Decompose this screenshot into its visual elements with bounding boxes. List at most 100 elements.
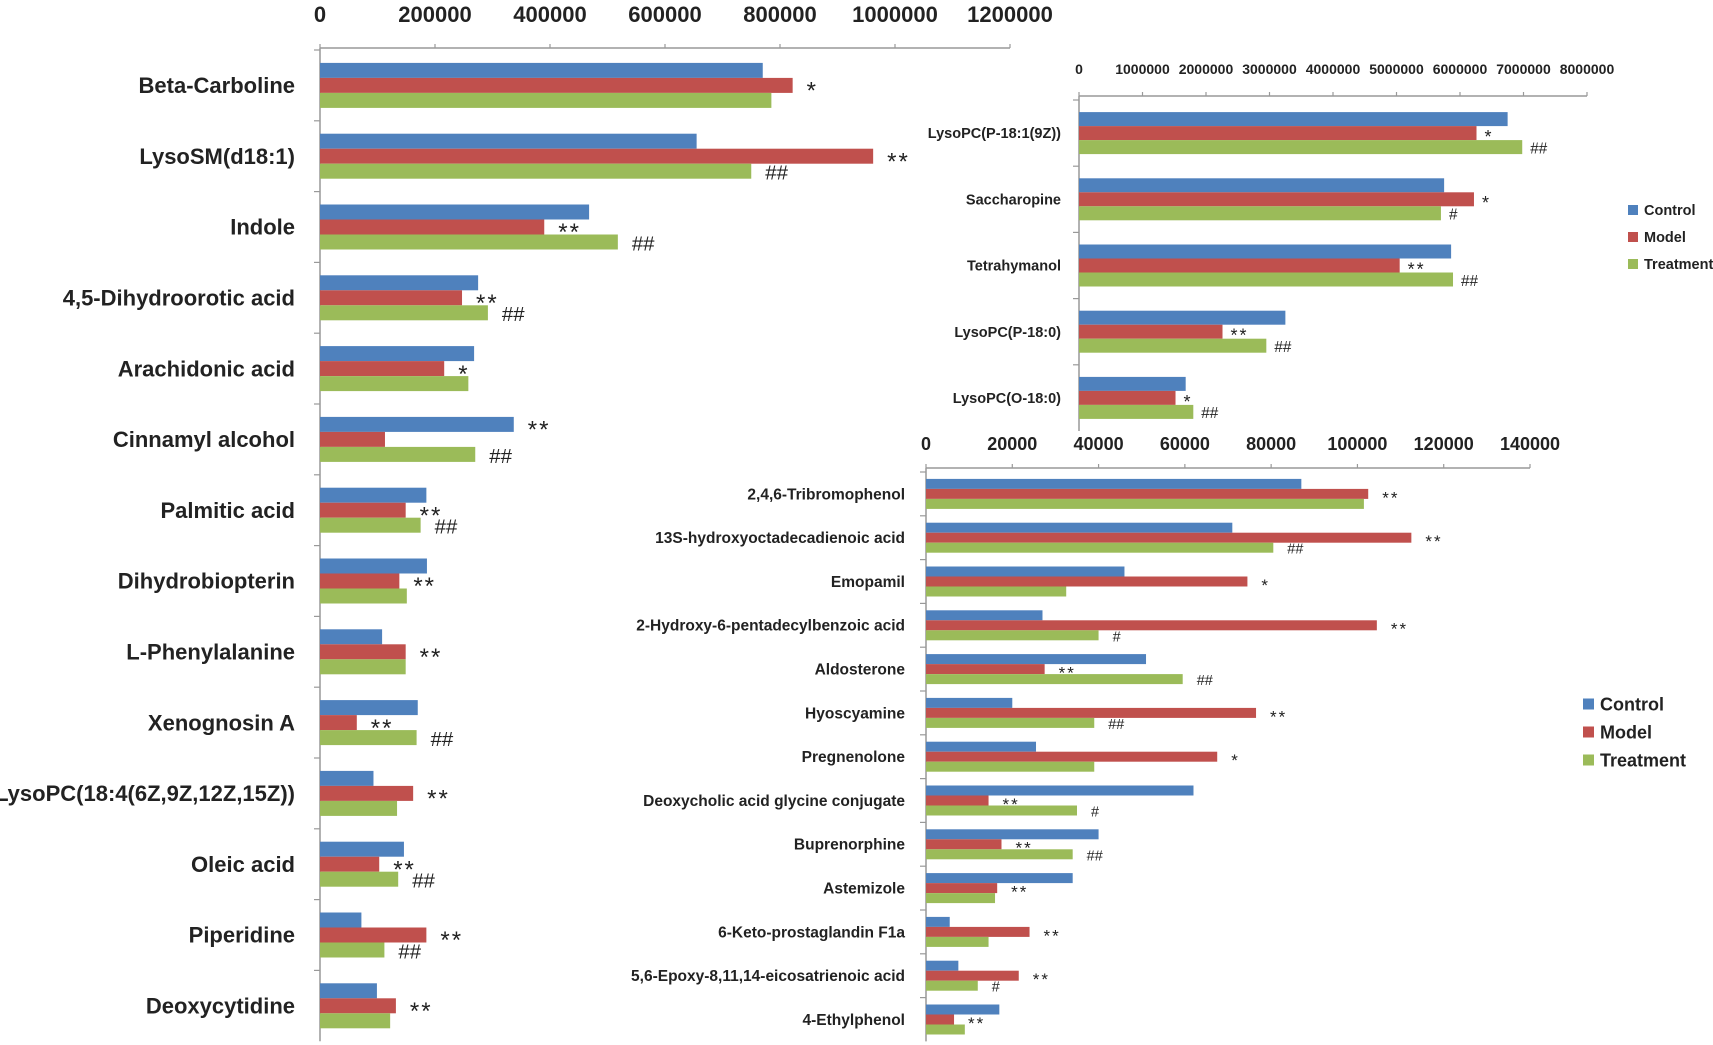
bar-control bbox=[926, 960, 959, 971]
bar-control bbox=[320, 912, 362, 928]
significance-model: ** bbox=[1003, 795, 1020, 814]
significance-treatment: # bbox=[992, 980, 1000, 996]
significance-model: * bbox=[1184, 392, 1193, 412]
significance-model: ** bbox=[1382, 488, 1399, 507]
x-tick-label: 140000 bbox=[1500, 434, 1560, 454]
bar-control bbox=[926, 654, 1147, 665]
bar-model bbox=[320, 77, 793, 93]
category-label: 2,4,6-Tribromophenol bbox=[747, 486, 905, 503]
bar-control bbox=[926, 478, 1302, 489]
significance-model: ** bbox=[1016, 839, 1033, 858]
legend-swatch bbox=[1583, 754, 1594, 766]
significance-model: ** bbox=[558, 219, 581, 246]
bar-model bbox=[926, 1014, 955, 1025]
category-label: Buprenorphine bbox=[794, 837, 905, 854]
bar-treatment bbox=[926, 674, 1183, 685]
bar-control bbox=[926, 916, 950, 927]
bar-model bbox=[320, 715, 357, 731]
significance-model: ** bbox=[420, 644, 443, 671]
x-tick-label: 1000000 bbox=[852, 2, 938, 27]
significance-treatment: ## bbox=[632, 233, 655, 255]
bar-control bbox=[320, 700, 418, 716]
bar-treatment bbox=[1079, 206, 1441, 221]
legend-label: Treatment bbox=[1600, 750, 1686, 770]
legend: Control Model Treatment bbox=[1583, 694, 1686, 770]
x-tick-label: 1000000 bbox=[1115, 61, 1170, 77]
category-label: Emopamil bbox=[831, 574, 905, 591]
category-label: Arachidonic acid bbox=[118, 356, 295, 381]
category-label: 13S-hydroxyoctadecadienoic acid bbox=[655, 530, 905, 547]
x-tick-label: 200000 bbox=[398, 2, 471, 27]
bar-treatment bbox=[1079, 338, 1267, 353]
significance-model: ** bbox=[410, 998, 433, 1025]
bar-control bbox=[320, 841, 404, 857]
legend-swatch bbox=[1583, 698, 1594, 710]
bar-treatment bbox=[320, 92, 772, 108]
bar-treatment bbox=[1079, 272, 1454, 287]
significance-model: * bbox=[807, 78, 818, 105]
significance-model: ** bbox=[393, 856, 416, 883]
bar-control bbox=[320, 416, 514, 432]
x-tick-label: 600000 bbox=[628, 2, 701, 27]
bar-model bbox=[320, 502, 406, 518]
significance-treatment: # bbox=[1113, 629, 1121, 645]
bar-control bbox=[926, 522, 1233, 533]
bar-control bbox=[320, 133, 697, 149]
bar-treatment bbox=[320, 942, 385, 958]
category-label: Beta-Carboline bbox=[139, 73, 295, 98]
significance-treatment: ## bbox=[1530, 140, 1548, 157]
significance-treatment: ## bbox=[412, 871, 435, 893]
bar-treatment bbox=[926, 936, 989, 947]
x-tick-label: 100000 bbox=[1327, 434, 1387, 454]
significance-treatment: ## bbox=[489, 446, 512, 468]
category-label: Astemizole bbox=[823, 881, 905, 898]
bar-control bbox=[320, 275, 479, 291]
chart-panel-3: 0 20000 40000 60000 80000 100000 120000 140000 2… bbox=[631, 434, 1686, 1042]
bar-control bbox=[1079, 376, 1186, 391]
category-label: Oleic acid bbox=[191, 852, 295, 877]
significance-model: ** bbox=[413, 573, 436, 600]
bar-treatment bbox=[320, 517, 421, 533]
bar-treatment bbox=[320, 234, 618, 250]
bar-control bbox=[320, 204, 590, 220]
bar-model bbox=[320, 361, 445, 377]
bar-control bbox=[926, 829, 1099, 840]
category-label: Pregnenolone bbox=[802, 749, 906, 766]
category-label: LysoPC(P-18:1(9Z)) bbox=[928, 126, 1061, 142]
x-tick-label: 4000000 bbox=[1306, 61, 1361, 77]
bar-model bbox=[926, 620, 1377, 631]
x-tick-label: 7000000 bbox=[1496, 61, 1551, 77]
x-tick-label: 1200000 bbox=[967, 2, 1053, 27]
significance-model: ** bbox=[887, 148, 910, 175]
bar-treatment bbox=[320, 305, 488, 321]
significance-treatment: # bbox=[1449, 207, 1458, 224]
bar-control bbox=[320, 62, 763, 78]
bar-treatment bbox=[926, 630, 1099, 641]
significance-model: ** bbox=[1033, 970, 1050, 989]
bar-control bbox=[1079, 244, 1452, 259]
category-label: 4,5-Dihydroorotic acid bbox=[63, 286, 295, 311]
bar-control bbox=[926, 610, 1043, 621]
bar-treatment bbox=[320, 1013, 391, 1029]
legend-swatch bbox=[1628, 259, 1638, 269]
significance-treatment: ## bbox=[1201, 405, 1219, 422]
bar-treatment bbox=[926, 761, 1095, 772]
significance-treatment: ## bbox=[1287, 542, 1303, 558]
significance-model: ** bbox=[427, 786, 450, 813]
bar-treatment bbox=[926, 542, 1274, 553]
x-tick-label: 2000000 bbox=[1179, 61, 1234, 77]
bar-control bbox=[320, 983, 377, 999]
x-tick-label: 0 bbox=[921, 434, 931, 454]
bar-model bbox=[320, 644, 406, 660]
legend-label: Model bbox=[1644, 230, 1686, 246]
legend-label: Control bbox=[1644, 203, 1696, 219]
significance-treatment: # bbox=[1091, 804, 1099, 820]
bar-control bbox=[926, 873, 1073, 884]
bar-control bbox=[1079, 178, 1445, 193]
bar-control bbox=[1079, 310, 1286, 325]
bar-model bbox=[926, 488, 1369, 499]
significance-treatment: ## bbox=[398, 941, 421, 963]
significance-treatment: ## bbox=[502, 304, 525, 326]
significance-model: ** bbox=[968, 1014, 985, 1033]
significance-treatment: ## bbox=[431, 729, 454, 751]
